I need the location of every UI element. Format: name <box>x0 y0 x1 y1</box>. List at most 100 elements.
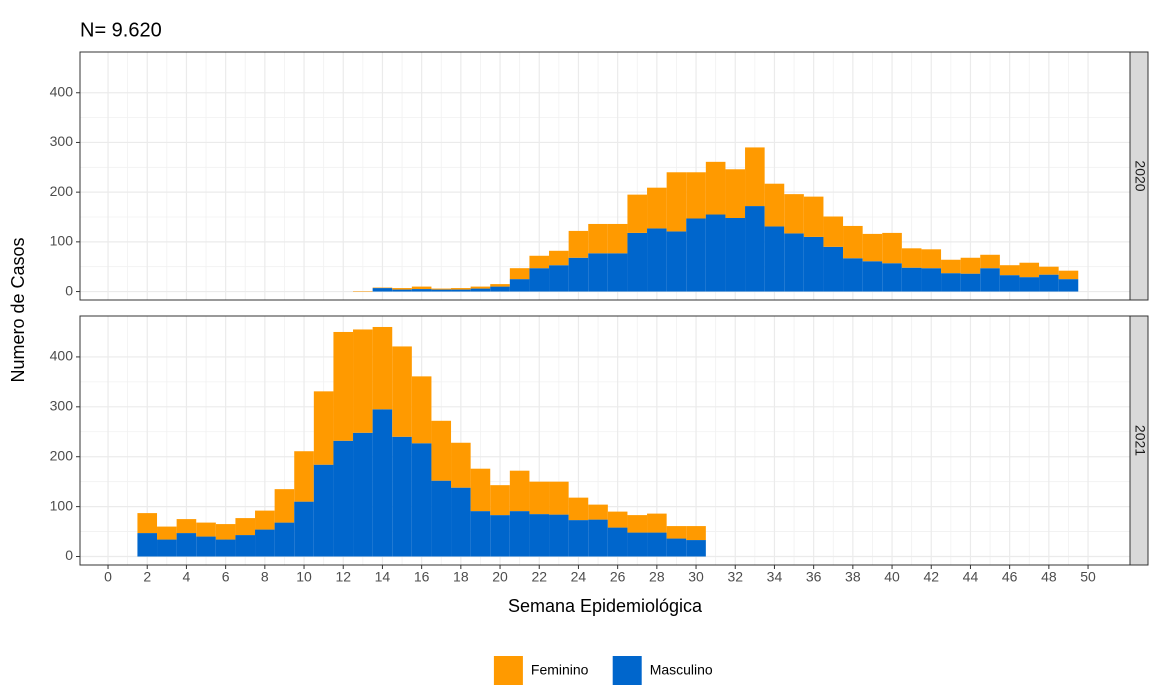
bar-segment <box>490 485 510 515</box>
x-tick-label: 46 <box>1002 569 1018 585</box>
bar-segment <box>647 188 667 229</box>
x-tick-label: 40 <box>884 569 900 585</box>
legend-label: Feminino <box>531 662 589 678</box>
bar-segment <box>647 514 667 533</box>
bar-segment <box>1019 263 1039 277</box>
bar-segment <box>608 253 628 291</box>
x-tick-label: 34 <box>767 569 783 585</box>
bar-segment <box>294 451 314 501</box>
bar-segment <box>686 172 706 218</box>
bar-segment <box>451 290 471 292</box>
bar-segment <box>765 226 785 291</box>
bar-segment <box>431 289 451 290</box>
bar-segment <box>627 195 647 233</box>
bar-segment <box>510 471 530 511</box>
bar-segment <box>549 251 569 265</box>
bar-segment <box>373 327 393 409</box>
bar-segment <box>1059 271 1079 279</box>
bar-segment <box>471 469 491 511</box>
bar-segment <box>510 268 530 279</box>
bar-segment <box>412 287 432 289</box>
x-tick-label: 22 <box>531 569 547 585</box>
legend-label: Masculino <box>650 662 713 678</box>
bar-segment <box>235 535 255 556</box>
bar-segment <box>373 288 393 291</box>
bar-segment <box>294 502 314 557</box>
x-axis-label: Semana Epidemiológica <box>508 596 703 616</box>
bar-segment <box>667 172 687 231</box>
bar-segment <box>1039 267 1059 275</box>
bar-segment <box>314 465 334 557</box>
bar-segment <box>353 329 373 432</box>
bar-segment <box>1039 275 1059 292</box>
bar-segment <box>686 218 706 291</box>
y-tick-label: 100 <box>50 497 74 513</box>
bar-segment <box>275 489 295 522</box>
bar-segment <box>823 217 843 247</box>
x-tick-label: 4 <box>183 569 191 585</box>
bar-segment <box>882 233 902 263</box>
y-tick-label: 300 <box>50 133 74 149</box>
bar-segment <box>333 332 353 441</box>
bar-segment <box>961 274 981 292</box>
bar-segment <box>137 533 157 556</box>
bar-segment <box>177 533 197 556</box>
x-tick-label: 30 <box>688 569 704 585</box>
facet-label: 2020 <box>1132 160 1148 191</box>
bar-segment <box>804 237 824 292</box>
bar-segment <box>392 290 412 292</box>
bar-segment <box>686 540 706 556</box>
x-tick-label: 32 <box>727 569 743 585</box>
x-tick-label: 50 <box>1080 569 1096 585</box>
bar-segment <box>529 256 549 268</box>
bar-segment <box>980 268 1000 291</box>
bar-segment <box>569 498 589 520</box>
bar-segment <box>431 481 451 557</box>
bar-segment <box>667 526 687 538</box>
y-tick-label: 200 <box>50 447 74 463</box>
bar-segment <box>412 376 432 443</box>
x-tick-label: 44 <box>963 569 979 585</box>
bar-segment <box>275 523 295 557</box>
x-tick-label: 42 <box>923 569 939 585</box>
bar-segment <box>627 515 647 532</box>
bar-segment <box>647 228 667 291</box>
x-tick-label: 18 <box>453 569 469 585</box>
bar-segment <box>392 437 412 557</box>
bar-segment <box>490 284 510 286</box>
bar-segment <box>157 540 177 557</box>
y-tick-label: 0 <box>65 547 73 563</box>
y-tick-label: 100 <box>50 233 74 249</box>
x-tick-label: 14 <box>375 569 391 585</box>
bar-segment <box>431 421 451 481</box>
bar-segment <box>451 488 471 557</box>
bar-segment <box>549 515 569 557</box>
bar-segment <box>392 346 412 436</box>
bar-segment <box>412 443 432 556</box>
bar-segment <box>196 537 216 557</box>
bar-segment <box>510 279 530 291</box>
bar-segment <box>412 289 432 291</box>
bar-segment <box>255 511 275 530</box>
bar-segment <box>667 231 687 291</box>
bar-segment <box>373 409 393 556</box>
bar-segment <box>627 533 647 557</box>
bar-segment <box>588 505 608 520</box>
bar-segment <box>588 253 608 291</box>
bar-segment <box>529 268 549 291</box>
x-tick-label: 48 <box>1041 569 1057 585</box>
legend-swatch <box>613 656 642 685</box>
bar-segment <box>1000 275 1020 291</box>
bar-segment <box>549 265 569 291</box>
bar-segment <box>333 441 353 557</box>
bar-segment <box>588 520 608 557</box>
bar-segment <box>490 515 510 556</box>
bar-segment <box>1000 265 1020 275</box>
chart-title: N= 9.620 <box>80 19 162 41</box>
x-tick-label: 20 <box>492 569 508 585</box>
bar-segment <box>510 511 530 556</box>
bar-segment <box>686 526 706 540</box>
bar-segment <box>863 234 883 261</box>
x-tick-label: 8 <box>261 569 269 585</box>
bar-segment <box>1019 277 1039 291</box>
